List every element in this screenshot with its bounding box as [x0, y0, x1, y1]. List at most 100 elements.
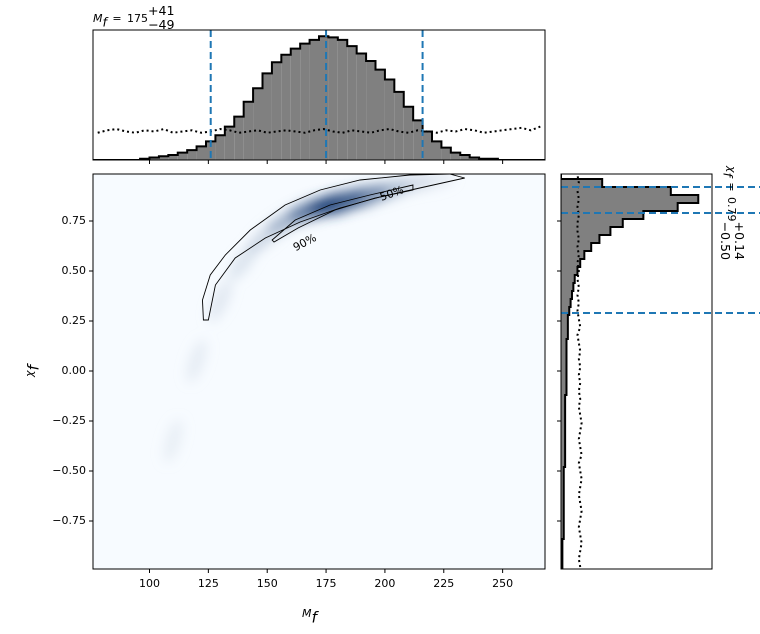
histogram-bar	[403, 106, 414, 160]
histogram-bar	[561, 483, 564, 491]
histogram-bar	[149, 157, 159, 160]
histogram-bar	[271, 62, 282, 160]
histogram-bar	[561, 283, 574, 291]
histogram-bar	[290, 48, 301, 160]
density-blob	[186, 339, 207, 383]
upper-error: +0.14	[732, 221, 747, 260]
y-tick-label: −0.50	[52, 464, 86, 477]
histogram-outline	[93, 35, 545, 160]
value: 175	[127, 12, 148, 25]
histogram-bar	[460, 155, 470, 160]
histogram-bar	[561, 227, 611, 235]
contours	[202, 174, 465, 321]
histogram-bar	[561, 211, 644, 219]
histogram-bar	[561, 259, 581, 267]
x-tick-label: 175	[316, 577, 337, 590]
histogram-bar	[561, 291, 572, 299]
histogram-bar	[561, 339, 567, 347]
contour-line	[202, 174, 465, 321]
histogram-bar	[206, 141, 216, 160]
x-tick-label: 125	[198, 577, 219, 590]
histogram-bar	[253, 88, 263, 160]
subscript: f	[312, 609, 320, 627]
histogram-bar	[347, 46, 357, 160]
y-tick-label: 0.50	[62, 264, 87, 277]
density-blob	[409, 174, 455, 190]
density-layer	[163, 174, 455, 463]
histogram-bar	[384, 79, 395, 160]
histogram-bar	[432, 141, 442, 160]
histogram-bar	[561, 403, 566, 411]
symbol: M	[302, 607, 312, 620]
histogram-bar	[319, 36, 329, 160]
histogram-bar	[561, 475, 564, 483]
histogram-bar	[281, 54, 291, 160]
histogram-bar	[561, 219, 623, 227]
x-axis-label: Mf	[302, 607, 320, 627]
x-tick-label: 100	[139, 577, 160, 590]
symbol: χ	[725, 165, 738, 173]
histogram-bar	[561, 435, 566, 443]
histogram-bar	[356, 53, 367, 160]
symbol: M	[93, 12, 103, 25]
histogram	[93, 35, 545, 160]
lower-error: −49	[148, 17, 175, 32]
histogram-bar	[375, 69, 385, 160]
histogram-bar	[262, 73, 272, 160]
histogram-bar	[561, 371, 567, 379]
histogram-bar	[158, 156, 169, 160]
upper-error: +41	[148, 3, 175, 18]
histogram-bar	[561, 235, 600, 243]
histogram-bar	[561, 203, 678, 211]
value: 0.79	[725, 197, 738, 222]
histogram-bar	[561, 443, 566, 451]
histogram-bar	[561, 323, 568, 331]
prior-line	[97, 125, 541, 134]
histogram-bar	[561, 299, 571, 307]
x-tick-label: 250	[492, 577, 513, 590]
histogram-bar	[561, 395, 566, 403]
lower-error: −0.50	[718, 221, 733, 260]
histogram-bar	[177, 152, 188, 160]
histogram	[561, 174, 700, 569]
relation: =	[112, 12, 121, 25]
contour-line	[271, 184, 414, 243]
histogram-bar	[561, 331, 568, 339]
histogram-bar	[422, 131, 432, 160]
histogram-bar	[561, 387, 567, 395]
density-blob	[208, 280, 232, 322]
panel-title: χf = 0.79+0.14−0.50	[718, 165, 747, 260]
histogram-outline	[561, 174, 700, 569]
histogram-bar	[561, 531, 564, 539]
histogram-bar	[561, 315, 568, 323]
x-tick-label: 225	[433, 577, 454, 590]
histogram-bar	[366, 60, 376, 160]
histogram-bar	[168, 155, 178, 160]
histogram-bar	[561, 515, 564, 523]
histogram-bar	[561, 307, 570, 315]
histogram-bar	[561, 427, 566, 435]
histogram-bar	[561, 507, 564, 515]
histogram-bar	[561, 523, 564, 531]
histogram-bar	[224, 126, 235, 160]
panel-background	[93, 174, 545, 569]
histogram-bar	[234, 116, 244, 160]
y-tick-label: −0.75	[52, 514, 86, 527]
histogram-bar	[561, 251, 585, 259]
histogram-bar	[394, 91, 404, 160]
relation: =	[725, 182, 738, 191]
histogram-bar	[561, 379, 567, 387]
histogram-bar	[561, 355, 567, 363]
y-tick-label: −0.25	[52, 414, 86, 427]
x-tick-label: 200	[374, 577, 395, 590]
histogram-bar	[561, 363, 567, 371]
histogram-bar	[561, 179, 603, 187]
histogram-bar	[196, 146, 206, 160]
histogram-bar	[561, 267, 578, 275]
histogram-bar	[561, 411, 566, 419]
histogram-bar	[441, 147, 451, 160]
histogram-bar	[243, 101, 254, 160]
histogram-bar	[561, 459, 566, 467]
x-tick-label: 150	[257, 577, 278, 590]
